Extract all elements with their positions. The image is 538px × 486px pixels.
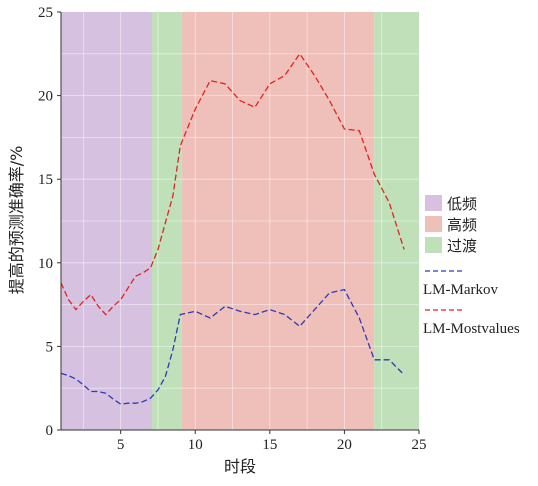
y-tick-label: 25 bbox=[38, 5, 53, 21]
legend-label-低频: 低频 bbox=[447, 195, 477, 213]
series-line-LM-Markov bbox=[60, 288, 405, 405]
x-tick-label: 5 bbox=[117, 437, 125, 453]
x-axis-title: 时段 bbox=[224, 457, 256, 476]
y-tick-label: 5 bbox=[46, 339, 54, 355]
grid bbox=[61, 12, 419, 430]
legend-swatch-高频 bbox=[425, 216, 442, 232]
series-line-LM-Mostvalues bbox=[60, 52, 405, 316]
legend-series-label-LM-Markov: LM-Markov bbox=[423, 282, 498, 298]
legend-swatch-过渡 bbox=[425, 237, 442, 253]
legend-label-过渡: 过渡 bbox=[447, 237, 477, 255]
ticks: 5 10 15 20 25 0 5 10 15 20 25 bbox=[38, 5, 427, 453]
x-tick-label: 15 bbox=[262, 437, 277, 453]
legend-series-label-LM-Mostvalues: LM-Mostvalues bbox=[423, 321, 520, 337]
x-tick-label: 20 bbox=[337, 437, 352, 453]
y-tick-label: 10 bbox=[38, 256, 53, 272]
y-tick-label: 0 bbox=[46, 423, 54, 439]
y-tick-label: 15 bbox=[38, 172, 53, 188]
x-tick-label: 25 bbox=[412, 437, 427, 453]
legend-swatch-低频 bbox=[425, 195, 442, 211]
y-axis-title: 提高的预测准确率/% bbox=[7, 146, 26, 295]
x-tick-label: 10 bbox=[188, 437, 203, 453]
y-tick-label: 20 bbox=[38, 89, 53, 105]
series-layer bbox=[60, 52, 405, 405]
legend-label-高频: 高频 bbox=[447, 216, 477, 234]
